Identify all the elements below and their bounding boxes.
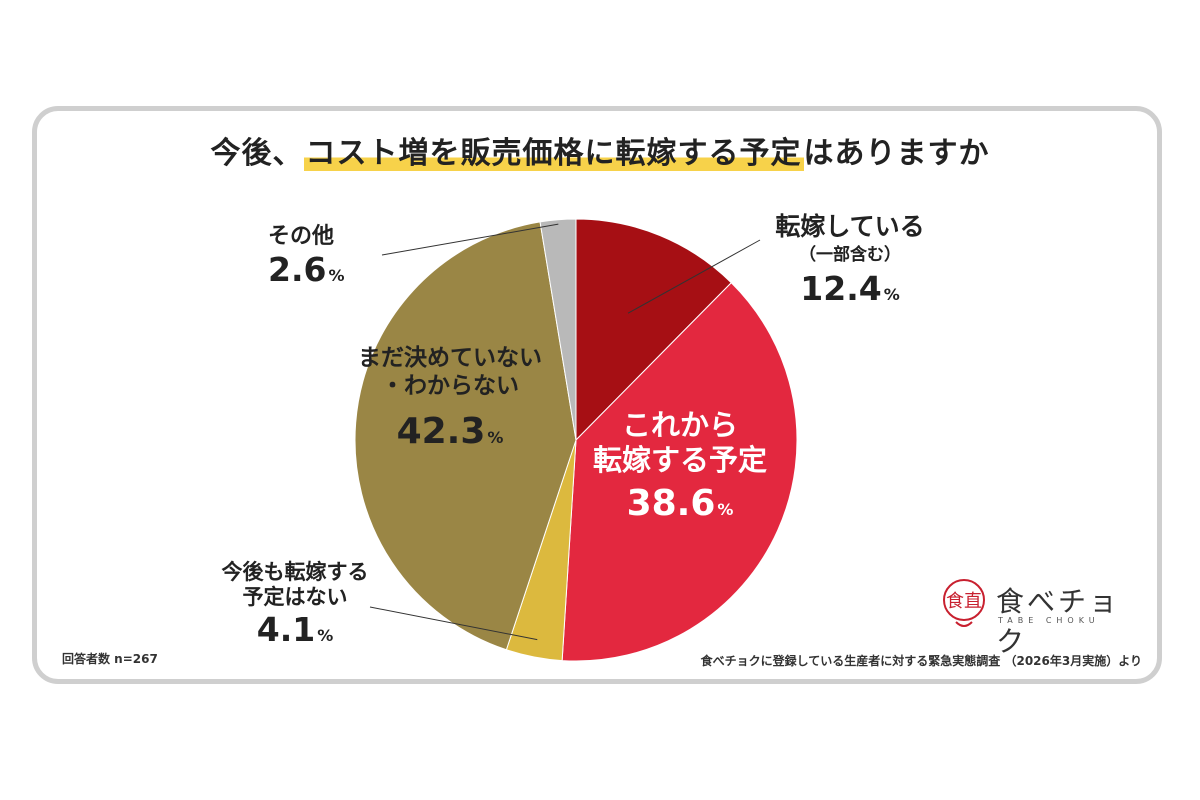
logo-text: 食べチョク (996, 585, 1121, 658)
label-mada-line1: まだ決めていない (358, 345, 542, 371)
title-prefix: 今後、 (210, 136, 304, 171)
logo-mark-icon: 食直 (943, 579, 985, 627)
label-nai: 今後も転嫁する 予定はない 4.1% (205, 560, 385, 650)
label-sonota-line1: その他 (268, 224, 335, 249)
label-tenka-pct: 12.4% (800, 269, 900, 309)
label-korekara-pct: 38.6% (626, 482, 734, 524)
label-korekara: これから 転嫁する予定 38.6% (560, 408, 800, 525)
logo-subtext: TABE CHOKU (998, 616, 1100, 625)
logo-mark-text: 食直 (946, 591, 982, 612)
pie-slice-1 (575, 218, 732, 442)
label-nai-pct: 4.1% (256, 610, 334, 650)
label-sonota: その他 2.6% (268, 224, 378, 290)
source-note: 食べチョクに登録している生産者に対する緊急実態調査 （2026年3月実施）より (700, 654, 1142, 668)
respondent-count: 回答者数 n=267 (62, 652, 158, 666)
label-nai-line2: 予定はない (242, 585, 348, 610)
label-korekara-line2: 転嫁する予定 (592, 442, 767, 477)
title-highlight: コスト増を販売価格に転嫁する予定 (303, 136, 804, 171)
label-sonota-pct: 2.6% (268, 250, 345, 290)
pie-slice-2 (561, 282, 798, 662)
label-tenka-shiteiru: 転嫁している （一部含む） 12.4% (740, 212, 960, 309)
pie-slice-5 (539, 218, 577, 441)
title-suffix: はありますか (803, 136, 990, 171)
leader-line-nai (369, 606, 538, 641)
label-mada-line2: ・わからない (381, 372, 519, 399)
label-tenka-sub: （一部含む） (799, 245, 901, 265)
chart-title: 今後、コスト増を販売価格に転嫁する予定はありますか (0, 128, 1200, 172)
leader-line-sonota (381, 223, 559, 256)
leader-line-tenka (627, 239, 761, 314)
pie-slice-4 (354, 221, 577, 651)
label-korekara-line1: これから (621, 408, 738, 442)
label-tenka-category: 転嫁している (775, 212, 925, 241)
tabechoku-logo: 食直 食べチョク TABE CHOKU (936, 574, 1126, 658)
label-nai-line1: 今後も転嫁する (221, 560, 369, 584)
label-mada: まだ決めていない ・わからない 42.3% (340, 345, 560, 453)
label-mada-pct: 42.3% (396, 411, 504, 453)
